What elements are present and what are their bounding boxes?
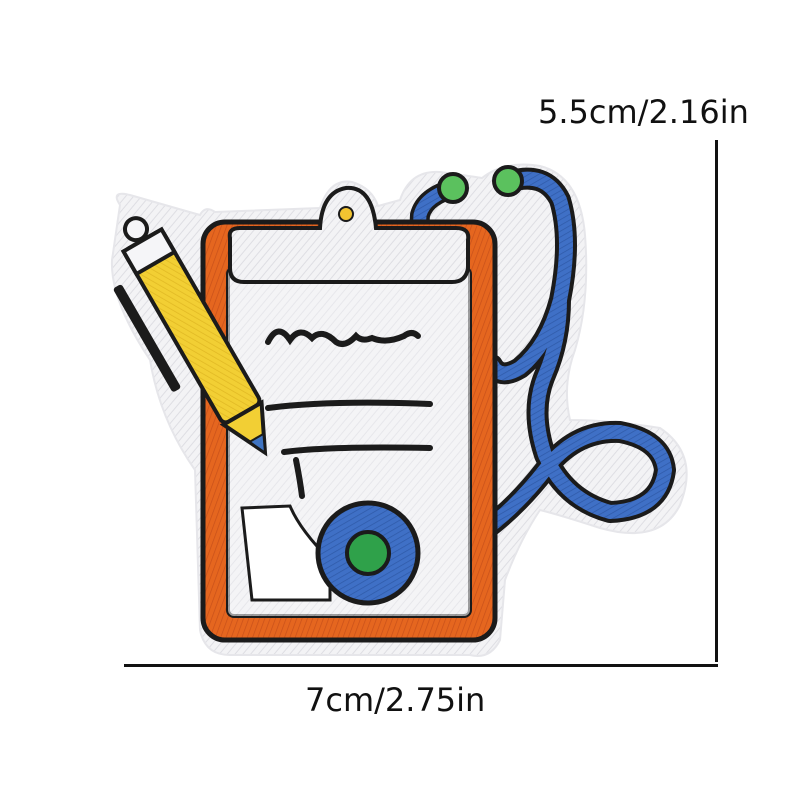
height-dimension-line	[715, 140, 718, 662]
width-dimension-label: 7cm/2.75in	[305, 681, 486, 719]
stethoscope-earpiece-left	[437, 172, 469, 204]
stethoscope-chestpiece	[315, 500, 421, 606]
clipboard-clip	[227, 185, 471, 284]
stethoscope-earpiece-right	[492, 165, 524, 197]
height-dimension-label: 5.5cm/2.16in	[538, 93, 749, 131]
paper-writing	[265, 328, 433, 499]
width-dimension-line	[124, 664, 718, 667]
pencil	[113, 216, 268, 457]
